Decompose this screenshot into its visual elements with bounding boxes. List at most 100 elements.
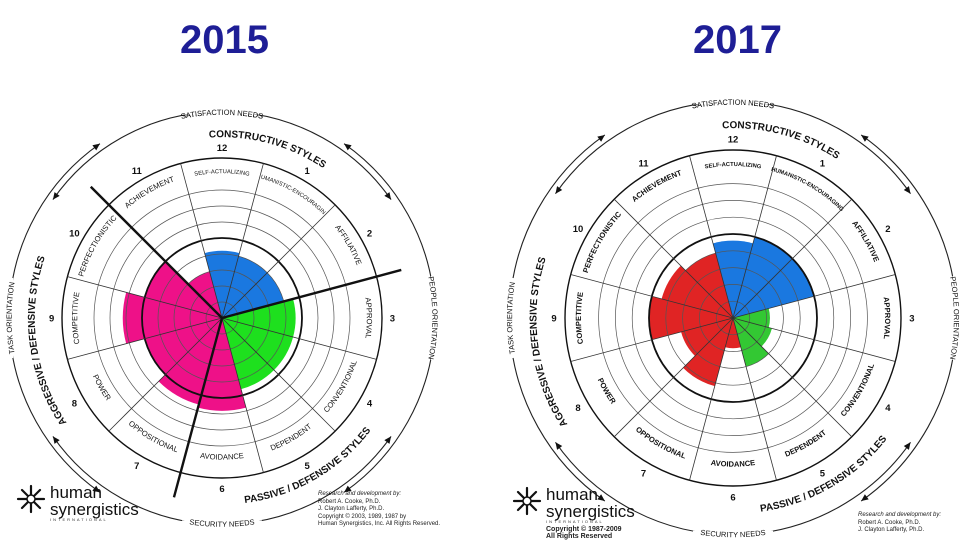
arrow-head-icon (52, 436, 60, 444)
data-wedge-conventional (222, 318, 294, 371)
segment-number: 3 (390, 314, 395, 325)
grid-circle (699, 284, 767, 352)
data-wedge-achievement (685, 253, 733, 318)
segment-number: 7 (641, 468, 646, 479)
style-label-dependent: DEPENDENT (784, 428, 829, 459)
task-orientation-label: TASK ORIENTATION (505, 281, 517, 354)
style-label-affiliative: AFFILIATIVE (333, 223, 363, 266)
credit-line: J. Clayton Lafferty, Ph.D. (858, 527, 925, 533)
label-gap (693, 530, 773, 539)
arrow-head-icon (555, 442, 563, 450)
style-label-perfectionistic: PERFECTIONISTIC (581, 209, 623, 274)
data-wedge-power (681, 318, 733, 357)
arrow-head-icon (903, 186, 911, 194)
fiftieth-percentile-circle (141, 237, 303, 399)
logo-line2: synergistics (50, 500, 139, 519)
style-label-self-actualizing: SELF-ACTUALIZING (194, 169, 251, 178)
segment-divider (732, 155, 777, 319)
group-divider (172, 317, 224, 498)
segment-divider (221, 204, 336, 319)
segment-divider (689, 155, 734, 319)
starburst-logo-icon (512, 486, 542, 516)
segment-divider (67, 276, 223, 319)
data-wedge-conventional (733, 318, 772, 347)
style-label-avoidance: AVOIDANCE (200, 451, 245, 462)
logo-copyright: Copyright © 1987-2009 (546, 526, 622, 533)
data-wedge-approval (733, 308, 770, 328)
grid-circle (109, 205, 335, 431)
grid-circle (682, 267, 784, 369)
satisfaction-arc (555, 100, 911, 195)
grid-circle (615, 200, 851, 436)
group-divider (221, 268, 402, 320)
segment-divider (689, 317, 734, 481)
segment-number: 10 (69, 228, 80, 239)
segment-number: 4 (367, 399, 373, 410)
security-needs-label: SECURITY NEEDS (189, 517, 255, 529)
style-label-oppositional: OPPOSITIONAL (634, 425, 688, 461)
segment-number: 5 (305, 461, 311, 472)
credits-2015: Research and development by: Robert A. C… (318, 491, 440, 529)
logo-copyright-2: All Rights Reserved (546, 533, 613, 540)
style-label-achievement: ACHIEVEMENT (630, 168, 683, 204)
segment-number: 3 (909, 314, 914, 325)
data-wedge-avoidance (197, 318, 247, 411)
credits-heading: Research and development by: (318, 491, 402, 497)
satisfaction-needs-label: SATISFACTION NEEDS (180, 108, 264, 121)
style-label-affiliative: AFFILIATIVE (850, 219, 881, 263)
label-gap (5, 278, 14, 358)
label-gap (687, 98, 779, 105)
arrow-head-icon (52, 192, 60, 200)
grid-circle (715, 300, 751, 336)
arrow-head-icon (555, 186, 563, 194)
segment-divider (108, 317, 223, 432)
grid-circle (189, 285, 255, 351)
data-wedge-dependent (222, 318, 275, 390)
style-label-perfectionistic: PERFECTIONISTIC (76, 213, 118, 278)
logo-line3: INTERNATIONAL (546, 519, 604, 524)
segment-number: 9 (49, 314, 54, 325)
data-wedge-achievement (188, 271, 222, 318)
data-wedge-self-actualizing (204, 250, 240, 318)
arrow-head-icon (344, 485, 352, 493)
arrow-head-icon (597, 494, 605, 502)
data-wedge-self-actualizing (712, 240, 754, 318)
segment-divider (221, 317, 264, 473)
data-wedge-competitive (122, 292, 222, 344)
credit-line: Human Synergistics, Inc. All Rights Rese… (318, 521, 441, 527)
logo-2017: human synergistics INTERNATIONAL Copyrig… (512, 486, 635, 540)
label-gap (176, 108, 268, 115)
segment-number: 6 (730, 492, 735, 503)
chart-title-2017: 2017 (693, 18, 782, 62)
segment-number: 12 (217, 143, 228, 154)
data-wedge-competitive (649, 296, 733, 340)
logo-line3: INTERNATIONAL (50, 517, 108, 522)
data-wedge-humanistic-encouraging (222, 256, 268, 318)
circumplex-2017: SELF-ACTUALIZING HUMANISTIC-ENCOURAGINGAF… (505, 98, 960, 539)
grid-circle (93, 189, 351, 447)
style-label-oppositional: OPPOSITIONAL (127, 419, 179, 454)
style-label-conventional: CONVENTIONAL (839, 362, 877, 418)
arrow-head-icon (384, 436, 392, 444)
data-wedge-perfectionistic (661, 265, 733, 318)
credit-line: Robert A. Cooke, Ph.D. (318, 498, 381, 505)
segment-divider (221, 163, 264, 319)
arrow-head-icon (903, 442, 911, 450)
arrow-head-icon (344, 143, 352, 151)
label-gap (952, 276, 960, 360)
grid-circle (665, 250, 801, 386)
segment-number: 1 (820, 159, 826, 170)
group-label-aggressive: AGGRESSIVE / DEFENSIVE STYLES (528, 255, 570, 428)
arrow-head-icon (861, 134, 869, 142)
credits-heading: Research and development by: (858, 512, 942, 518)
fiftieth-percentile-circle (648, 233, 818, 403)
segment-divider (732, 317, 777, 481)
style-label-power: POWER (596, 377, 618, 406)
style-label-power: POWER (91, 373, 113, 402)
segment-number: 9 (551, 314, 556, 325)
task-orientation-label: TASK ORIENTATION (5, 281, 17, 354)
segment-divider (613, 198, 734, 319)
segment-divider (67, 317, 223, 360)
logo-line2: synergistics (546, 502, 635, 521)
